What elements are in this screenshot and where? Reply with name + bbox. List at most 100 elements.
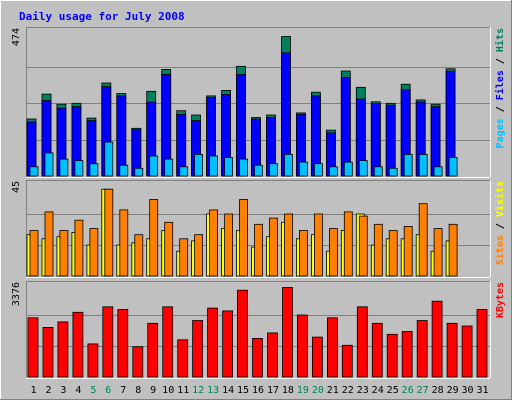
bar-pages (209, 155, 219, 177)
panel-middle: 45 Sites / Visits (11, 180, 506, 278)
x-tick-label-day-31: 31 (476, 385, 488, 396)
chart-panels: 474 Pages / Files / Hits 45 Sites / Visits 3… (11, 27, 506, 379)
bar-pages (254, 164, 263, 177)
bar-kbytes (147, 322, 159, 378)
chart-title: Daily usage for July 2008 (19, 10, 185, 23)
bar-sites (254, 223, 263, 277)
legend-label-part: / (495, 52, 506, 70)
x-tick-label-day-13: 13 (207, 385, 219, 396)
bar-files (340, 77, 351, 177)
bar-kbytes (267, 332, 278, 378)
x-tick-label-day-11: 11 (177, 385, 189, 396)
bar-sites (388, 230, 398, 277)
bar-pages (59, 158, 69, 177)
x-tick-label-day-10: 10 (162, 385, 174, 396)
bar-kbytes (192, 320, 204, 378)
x-tick-label-day-16: 16 (252, 385, 264, 396)
x-tick-label-day-22: 22 (342, 385, 354, 396)
bar-files (370, 103, 381, 177)
bar-sites (313, 213, 323, 277)
bar-kbytes (162, 306, 174, 378)
bar-sites (448, 223, 458, 277)
x-tick-label-day-1: 1 (30, 385, 36, 396)
bar-pages (418, 153, 428, 177)
x-tick-label-day-28: 28 (432, 385, 444, 396)
bar-pages (388, 167, 398, 177)
panel-middle-legend-label: Sites / Visits (494, 181, 506, 265)
legend-label-part: / (495, 100, 506, 118)
bar-sites (149, 199, 159, 277)
bar-kbytes (416, 320, 428, 378)
bar-sites (194, 234, 204, 277)
bar-sites (59, 230, 69, 277)
legend-label-part: / (495, 217, 506, 235)
bar-kbytes (237, 289, 248, 378)
bar-kbytes (117, 309, 129, 378)
bar-sites (328, 228, 338, 277)
bar-files (385, 104, 396, 177)
bar-pages (149, 155, 159, 177)
bar-kbytes (446, 322, 458, 378)
x-tick-label-day-14: 14 (222, 385, 234, 396)
bar-pages (403, 153, 413, 177)
bar-kbytes (222, 310, 234, 378)
bar-sites (269, 217, 278, 277)
bar-kbytes (282, 287, 293, 378)
bar-sites (44, 211, 54, 277)
bar-pages (298, 161, 308, 177)
bar-sites (239, 199, 248, 277)
bar-sites (89, 228, 99, 277)
bar-sites (433, 228, 443, 277)
bar-pages (284, 153, 293, 177)
bar-sites (104, 188, 114, 277)
panel-bottom-ymax-label: 3376 (11, 282, 22, 306)
x-tick-label-day-9: 9 (150, 385, 156, 396)
legend-label-part: KBytes (495, 282, 506, 318)
bar-pages (179, 166, 189, 177)
bar-pages (358, 160, 368, 177)
x-tick-label-day-8: 8 (135, 385, 141, 396)
bar-kbytes (461, 325, 473, 378)
legend-label-part: Sites (494, 235, 506, 265)
bar-sites (224, 213, 234, 277)
panel-bottom-legend-label: KBytes (495, 282, 506, 318)
bar-kbytes (207, 307, 219, 378)
x-tick-label-day-15: 15 (237, 385, 249, 396)
bar-sites (298, 230, 308, 277)
bar-pages (134, 167, 144, 177)
bar-kbytes (341, 344, 353, 378)
bar-pages (224, 157, 234, 177)
panel-top-legend-label: Pages / Files / Hits (494, 28, 506, 148)
x-tick-label-day-5: 5 (90, 385, 96, 396)
bar-pages (29, 166, 39, 177)
bar-kbytes (132, 346, 144, 378)
legend-label-part: Visits (494, 181, 506, 217)
bar-pages (104, 141, 114, 177)
x-tick-label-day-29: 29 (447, 385, 459, 396)
panel-middle-bars (26, 188, 458, 277)
bar-kbytes (57, 321, 69, 378)
legend-label-part: Files (494, 70, 506, 100)
bar-sites (29, 230, 39, 277)
bar-sites (74, 219, 84, 277)
bar-kbytes (431, 300, 443, 378)
bar-pages (44, 152, 54, 177)
panel-top: 474 Pages / Files / Hits (11, 27, 506, 178)
bar-kbytes (311, 336, 323, 378)
bar-sites (358, 215, 368, 277)
x-tick-label-day-27: 27 (417, 385, 429, 396)
bar-sites (119, 209, 129, 277)
x-tick-label-day-23: 23 (357, 385, 369, 396)
x-tick-label-day-17: 17 (267, 385, 279, 396)
x-tick-label-day-3: 3 (60, 385, 66, 396)
bar-kbytes (476, 309, 488, 378)
x-tick-label-day-20: 20 (312, 385, 324, 396)
x-tick-label-day-30: 30 (461, 385, 473, 396)
bar-kbytes (27, 317, 39, 378)
bar-sites (179, 238, 189, 277)
x-tick-label-day-24: 24 (372, 385, 384, 396)
bar-files (430, 106, 441, 177)
bar-kbytes (296, 314, 308, 378)
bar-sites (343, 211, 353, 277)
